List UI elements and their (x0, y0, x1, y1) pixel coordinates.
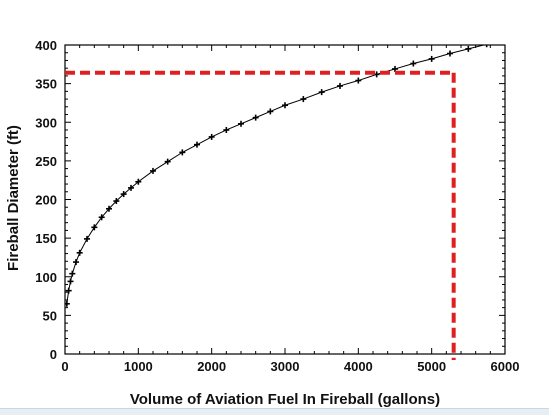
x-tick-label: 0 (61, 359, 68, 374)
x-tick-label: 5000 (417, 359, 446, 374)
data-point-marker (355, 77, 362, 84)
data-point-marker (76, 249, 83, 256)
data-point-marker (128, 184, 134, 191)
y-tick-label: 300 (35, 115, 57, 130)
plot-frame (64, 44, 506, 355)
data-point-marker (91, 224, 98, 231)
data-point-marker (67, 278, 74, 285)
data-point-marker (410, 60, 417, 67)
data-point-marker (252, 114, 259, 121)
data-point-marker (428, 55, 435, 62)
data-point-marker (465, 45, 472, 52)
y-tick-label: 350 (35, 77, 57, 92)
data-point-marker (98, 214, 105, 221)
ticks: 0 1000 2000 3000 4000 5000 6000 0 50 100 150 200 250… (35, 38, 519, 374)
y-tick-label: 400 (35, 38, 57, 53)
data-point-marker (84, 235, 90, 242)
x-axis-title: Volume of Aviation Fuel In Fireball (gal… (130, 391, 440, 408)
data-point-marker (194, 141, 200, 148)
x-tick-label: 2000 (197, 359, 226, 374)
axes (64, 44, 506, 355)
data-point-marker (223, 126, 230, 133)
data-point-marker (65, 300, 70, 307)
guide-layer (65, 70, 456, 360)
x-tick-label: 6000 (491, 359, 520, 374)
data-point-marker (113, 198, 120, 205)
data-point-marker (483, 45, 490, 48)
data-point-marker (208, 133, 215, 140)
y-tick-label: 200 (35, 193, 57, 208)
data-point-marker (300, 96, 307, 103)
data-point-marker (238, 120, 244, 127)
x-tick-label: 4000 (344, 359, 373, 374)
data-point-marker (135, 178, 142, 185)
data-point-marker (318, 89, 325, 96)
y-tick-label: 100 (35, 270, 57, 285)
data-point-marker (150, 167, 156, 174)
data-point-marker (69, 270, 76, 277)
data-point-marker (120, 191, 127, 198)
data-point-marker (164, 158, 171, 165)
data-point-marker (179, 149, 186, 156)
y-tick-label: 250 (35, 154, 57, 169)
y-tick-label: 150 (35, 231, 57, 246)
data-point-marker (337, 82, 343, 89)
series-layer (65, 37, 508, 307)
y-tick-label: 50 (43, 308, 57, 323)
x-tick-label: 3000 (271, 359, 300, 374)
data-point-marker (502, 37, 508, 43)
data-point-marker (106, 205, 112, 212)
data-point-marker (447, 50, 453, 57)
y-tick-label: 0 (50, 347, 57, 362)
data-point-marker (73, 259, 79, 266)
data-point-marker (282, 102, 288, 109)
data-point-marker (267, 108, 274, 115)
series-clip-group (65, 37, 508, 307)
y-axis-title: Fireball Diameter (ft) (5, 125, 22, 271)
data-point-marker (65, 287, 72, 294)
series-line (66, 45, 486, 304)
page-bottom-edge (0, 408, 549, 415)
x-tick-label: 1000 (124, 359, 153, 374)
